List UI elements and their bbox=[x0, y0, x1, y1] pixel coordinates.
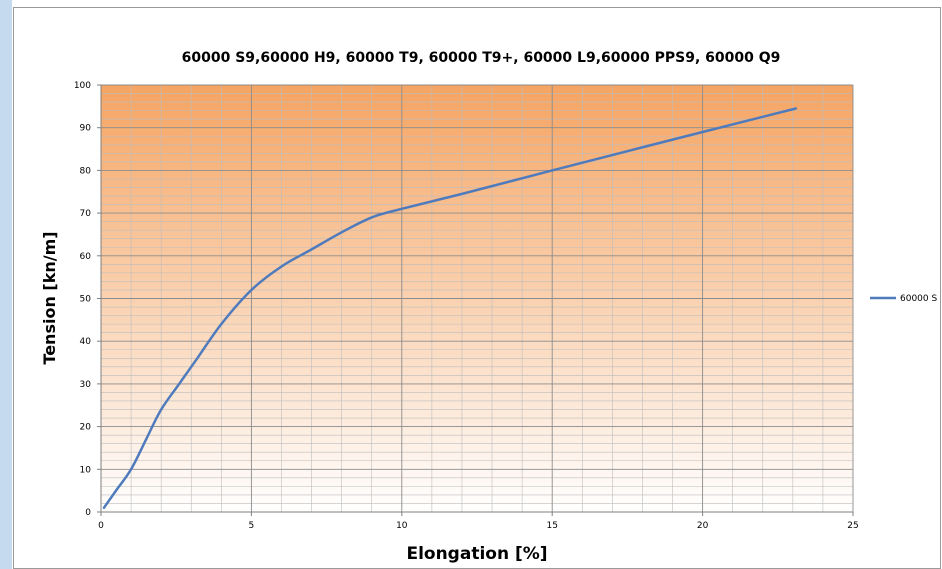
axes bbox=[97, 84, 854, 516]
grid-lines bbox=[100, 84, 854, 513]
y-tick-label: 80 bbox=[80, 166, 92, 176]
series-layer bbox=[102, 107, 798, 509]
x-tick-label: 25 bbox=[847, 521, 858, 531]
x-axis-label: Elongation [%] bbox=[406, 544, 547, 564]
legend-label-60000-s: 60000 S bbox=[900, 294, 937, 304]
chart-title: 60000 S9,60000 H9, 60000 T9, 60000 T9+, … bbox=[182, 50, 781, 66]
tick-labels: 0 10 20 30 40 50 60 70 80 90 100 0 5 10 15 20 25 bbox=[74, 81, 859, 531]
x-tick-label: 10 bbox=[396, 521, 408, 531]
y-tick-label: 100 bbox=[74, 81, 91, 91]
x-tick-label: 0 bbox=[98, 521, 104, 531]
y-tick-label: 60 bbox=[80, 252, 92, 262]
y-axis-label: Tension [kn/m] bbox=[40, 231, 59, 364]
y-tick-label: 40 bbox=[80, 337, 92, 347]
y-tick-label: 10 bbox=[80, 465, 92, 475]
series-line-60000-s bbox=[102, 107, 798, 509]
y-tick-label: 30 bbox=[80, 380, 92, 390]
y-tick-label: 0 bbox=[85, 508, 91, 518]
y-tick-label: 90 bbox=[80, 124, 92, 134]
y-tick-label: 70 bbox=[80, 209, 92, 219]
window-sidebar-strip bbox=[0, 0, 12, 569]
x-tick-label: 5 bbox=[249, 521, 255, 531]
legend: 60000 S bbox=[870, 294, 937, 304]
x-tick-label: 15 bbox=[546, 521, 557, 531]
y-tick-label: 50 bbox=[80, 295, 92, 305]
y-tick-label: 20 bbox=[80, 423, 92, 433]
x-tick-label: 20 bbox=[697, 521, 709, 531]
